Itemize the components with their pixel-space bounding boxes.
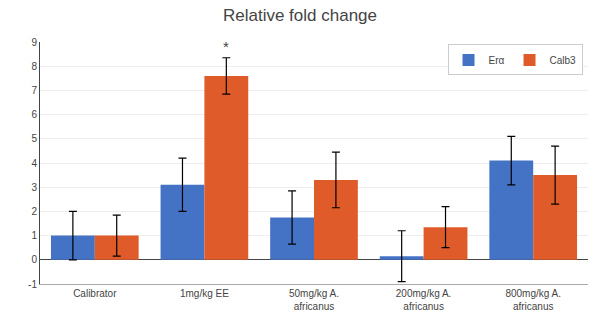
svg-text:5: 5 xyxy=(31,133,37,144)
svg-text:4: 4 xyxy=(31,158,37,169)
svg-text:7: 7 xyxy=(31,85,37,96)
svg-text:Calb3: Calb3 xyxy=(550,55,577,66)
svg-text:6: 6 xyxy=(31,109,37,120)
svg-text:800mg/kg A.africanus: 800mg/kg A.africanus xyxy=(505,288,561,312)
svg-text:Relative fold change: Relative fold change xyxy=(223,6,377,25)
svg-text:9: 9 xyxy=(31,37,37,48)
svg-text:50mg/kg A.africanus: 50mg/kg A.africanus xyxy=(289,288,339,312)
svg-text:0: 0 xyxy=(31,254,37,265)
svg-text:Erα: Erα xyxy=(489,55,505,66)
svg-text:Calibrator: Calibrator xyxy=(73,288,117,299)
svg-text:2: 2 xyxy=(31,206,37,217)
svg-text:1: 1 xyxy=(31,230,37,241)
svg-text:200mg/kg A.africanus: 200mg/kg A.africanus xyxy=(396,288,452,312)
svg-text:1mg/kg EE: 1mg/kg EE xyxy=(180,288,229,299)
svg-text:-1: -1 xyxy=(28,279,37,290)
svg-text:8: 8 xyxy=(31,61,37,72)
svg-text:*: * xyxy=(223,38,229,55)
svg-text:3: 3 xyxy=(31,182,37,193)
